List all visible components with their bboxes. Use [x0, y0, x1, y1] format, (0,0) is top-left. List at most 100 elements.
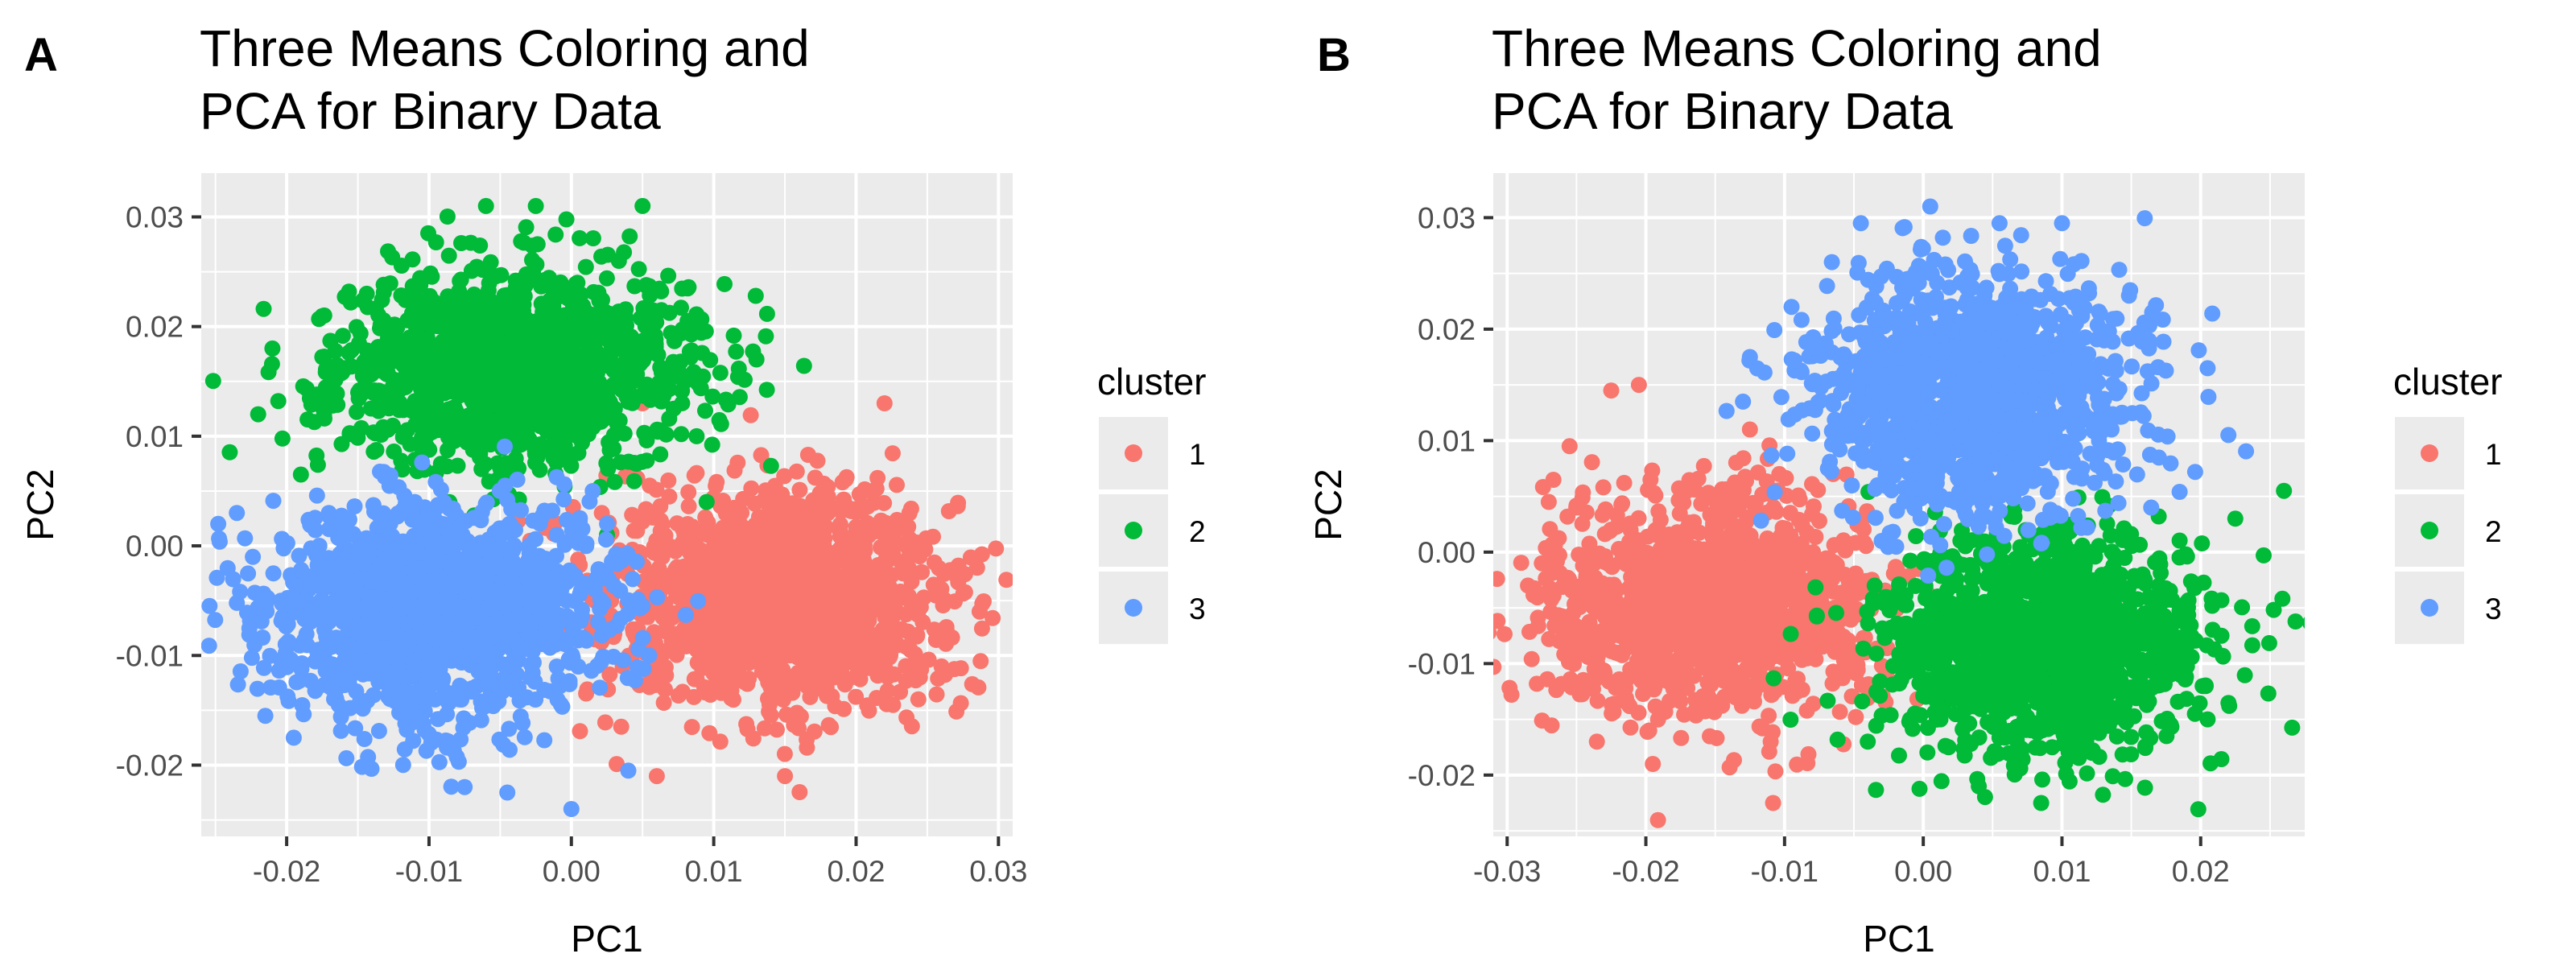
data-point-cluster-1	[696, 684, 713, 701]
data-point-cluster-3	[298, 625, 315, 642]
data-point-cluster-2	[394, 428, 411, 445]
data-point-cluster-2	[623, 328, 640, 345]
data-point-cluster-2	[270, 393, 287, 410]
data-point-cluster-2	[311, 311, 328, 328]
data-point-cluster-2	[634, 311, 651, 328]
data-point-cluster-2	[507, 386, 524, 403]
data-point-cluster-1	[760, 690, 776, 707]
data-point-cluster-1	[801, 586, 818, 603]
data-point-cluster-2	[571, 288, 588, 304]
data-point-cluster-2	[356, 353, 373, 370]
data-point-cluster-3	[241, 626, 258, 643]
data-point-cluster-1	[814, 681, 831, 698]
data-point-cluster-3	[436, 627, 452, 644]
data-point-cluster-2	[413, 366, 430, 383]
data-point-cluster-1	[613, 718, 630, 735]
data-point-cluster-1	[780, 506, 797, 523]
data-point-cluster-1	[778, 679, 795, 696]
data-point-cluster-1	[579, 681, 596, 698]
data-point-cluster-3	[257, 708, 274, 724]
data-point-cluster-3	[537, 551, 554, 567]
data-point-cluster-2	[665, 400, 682, 417]
data-point-cluster-1	[770, 534, 786, 551]
data-point-cluster-1	[652, 512, 669, 529]
data-point-cluster-3	[467, 569, 484, 586]
data-point-cluster-3	[583, 663, 600, 679]
data-point-cluster-3	[386, 692, 403, 709]
data-point-cluster-1	[844, 547, 861, 564]
data-point-cluster-1	[570, 551, 587, 568]
data-point-cluster-1	[877, 660, 894, 677]
data-point-cluster-1	[852, 671, 869, 687]
data-point-cluster-1	[729, 524, 745, 541]
data-point-cluster-1	[806, 559, 823, 576]
data-point-cluster-2	[414, 429, 430, 446]
x-tick-label: 0.02	[827, 855, 885, 888]
data-point-cluster-3	[634, 598, 651, 614]
data-point-cluster-2	[327, 372, 344, 388]
data-point-cluster-2	[547, 291, 564, 308]
data-point-cluster-2	[606, 473, 623, 490]
data-point-cluster-1	[811, 615, 828, 632]
data-point-cluster-1	[867, 647, 884, 664]
data-point-cluster-3	[536, 732, 553, 749]
data-point-cluster-2	[255, 300, 272, 317]
data-point-cluster-3	[243, 650, 260, 667]
data-point-cluster-2	[393, 287, 410, 303]
data-point-cluster-3	[497, 672, 514, 689]
data-point-cluster-3	[511, 692, 528, 709]
data-point-cluster-3	[201, 597, 218, 614]
data-point-cluster-2	[704, 436, 720, 453]
data-point-cluster-1	[834, 474, 851, 491]
data-point-cluster-2	[385, 417, 401, 434]
data-point-cluster-2	[365, 384, 382, 401]
data-point-cluster-2	[379, 365, 396, 382]
data-point-cluster-1	[1639, 724, 1656, 740]
data-point-cluster-2	[569, 427, 586, 444]
data-point-cluster-2	[489, 323, 506, 340]
data-point-cluster-2	[463, 383, 479, 400]
data-point-cluster-1	[1583, 454, 1600, 471]
data-point-cluster-1	[908, 534, 925, 551]
data-point-cluster-1	[756, 720, 773, 737]
data-point-cluster-2	[373, 427, 390, 443]
data-point-cluster-2	[693, 324, 710, 341]
data-point-cluster-3	[341, 700, 358, 716]
data-point-cluster-1	[783, 638, 800, 655]
data-point-cluster-1	[624, 506, 641, 523]
data-point-cluster-1	[889, 477, 905, 493]
data-point-cluster-3	[280, 634, 297, 650]
y-axis-title: PC2	[19, 469, 61, 540]
data-point-cluster-2	[530, 379, 547, 396]
y-tick-label: 0.02	[126, 311, 184, 344]
data-point-cluster-1	[814, 630, 831, 646]
data-point-cluster-2	[292, 466, 309, 483]
data-point-cluster-1	[597, 714, 613, 731]
data-point-cluster-1	[950, 557, 967, 574]
data-point-cluster-1	[830, 552, 847, 569]
data-point-cluster-1	[828, 603, 845, 620]
data-point-cluster-3	[374, 624, 390, 641]
data-point-cluster-2	[334, 328, 351, 345]
data-point-cluster-3	[407, 567, 424, 583]
data-point-cluster-2	[555, 334, 572, 351]
data-point-cluster-2	[693, 311, 710, 328]
chart-title-line-1: Three Means Coloring and	[1492, 19, 2102, 77]
data-point-cluster-2	[515, 341, 532, 358]
data-point-cluster-2	[489, 386, 506, 402]
data-point-cluster-2	[264, 340, 281, 357]
data-point-cluster-3	[279, 535, 295, 551]
x-tick-label: 0.03	[969, 855, 1027, 888]
data-point-cluster-2	[494, 456, 511, 473]
data-point-cluster-1	[770, 639, 787, 656]
data-point-cluster-3	[445, 504, 462, 521]
data-point-cluster-2	[674, 321, 691, 338]
data-point-cluster-2	[673, 426, 690, 443]
data-point-cluster-3	[341, 604, 357, 621]
data-point-cluster-3	[279, 688, 296, 705]
data-point-cluster-2	[611, 412, 628, 429]
data-point-cluster-3	[371, 533, 388, 550]
data-point-cluster-3	[431, 753, 448, 770]
data-point-cluster-3	[418, 623, 435, 640]
